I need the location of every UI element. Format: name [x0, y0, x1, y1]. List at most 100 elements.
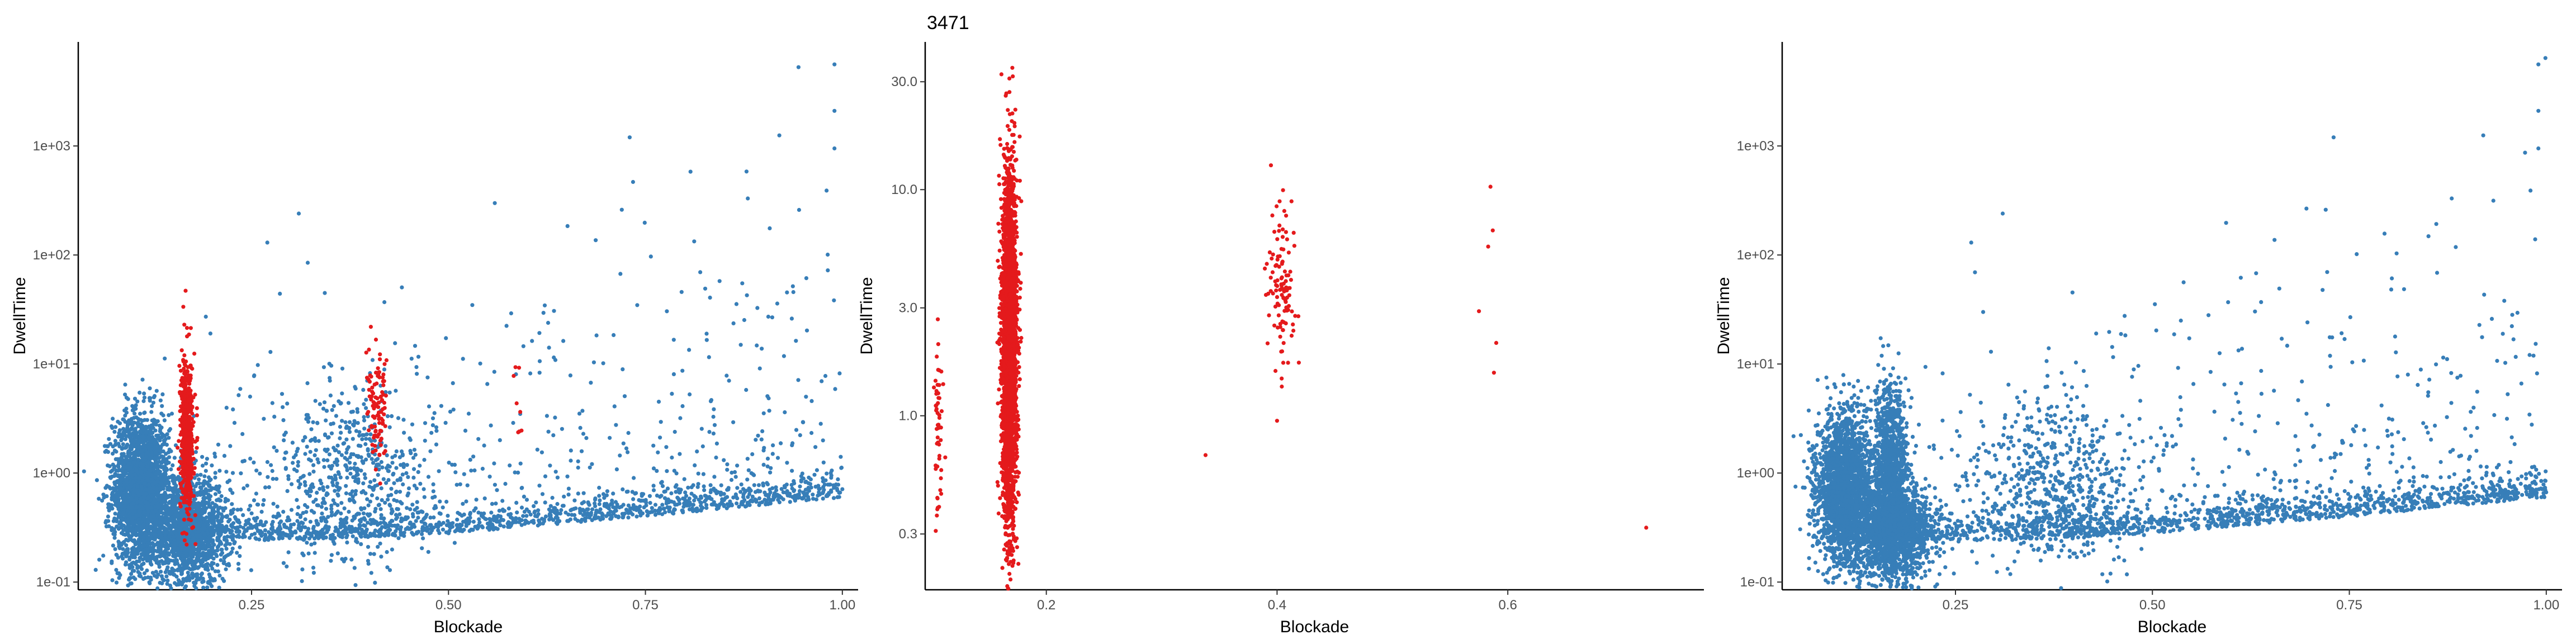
data-point: [626, 430, 631, 435]
data-point: [145, 506, 150, 511]
data-point: [210, 584, 214, 589]
data-point: [837, 495, 841, 499]
data-point: [590, 507, 595, 512]
data-point: [82, 469, 86, 473]
data-point: [804, 328, 809, 333]
data-point: [362, 427, 367, 431]
data-point: [377, 503, 382, 507]
data-point: [352, 423, 356, 428]
data-point: [692, 239, 697, 244]
data-point: [422, 487, 426, 491]
data-point: [336, 470, 340, 475]
data-point: [158, 524, 162, 529]
data-point: [798, 484, 802, 489]
data-point: [116, 419, 120, 424]
data-point: [337, 486, 341, 491]
data-point: [142, 481, 146, 486]
data-point: [809, 430, 814, 435]
data-point: [665, 309, 669, 314]
data-point: [228, 552, 233, 556]
data-point: [409, 357, 414, 361]
data-point: [132, 569, 136, 573]
data-point: [431, 489, 435, 494]
data-point: [121, 442, 125, 447]
data-point: [258, 471, 262, 476]
data-point: [311, 485, 315, 489]
data-point: [358, 444, 363, 448]
data-point: [110, 493, 115, 498]
data-point: [221, 508, 226, 513]
data-point: [325, 458, 330, 463]
data-point: [443, 420, 448, 425]
data-point: [216, 442, 221, 447]
data-point: [238, 545, 242, 550]
data-point: [203, 556, 207, 561]
data-point: [161, 500, 165, 504]
data-point: [101, 493, 106, 497]
data-point: [186, 575, 191, 580]
data-point: [140, 377, 145, 382]
data-point: [227, 479, 232, 483]
data-point: [731, 321, 736, 326]
data-point: [135, 484, 140, 489]
data-point: [344, 520, 349, 525]
data-point: [204, 461, 209, 466]
data-point: [372, 552, 376, 556]
data-point: [300, 551, 305, 556]
data-point: [537, 331, 542, 335]
data-point: [324, 506, 329, 511]
data-point: [361, 387, 366, 392]
data-point: [110, 526, 114, 531]
data-point: [125, 423, 130, 428]
data-point: [686, 485, 690, 490]
data-point: [418, 463, 422, 468]
data-point: [124, 477, 129, 481]
data-point: [410, 422, 415, 427]
data-point: [356, 480, 361, 484]
data-point: [192, 580, 196, 585]
data-point: [296, 505, 301, 510]
data-point: [679, 290, 684, 294]
data-point: [167, 413, 171, 418]
data-point: [379, 460, 383, 465]
data-point: [461, 501, 465, 506]
data-point: [415, 500, 419, 504]
data-point: [323, 291, 327, 295]
data-point: [410, 531, 414, 535]
data-point: [249, 568, 253, 572]
data-point: [733, 475, 738, 479]
data-point: [123, 413, 127, 418]
data-point: [318, 479, 323, 483]
data-point: [367, 437, 372, 442]
data-point: [207, 505, 212, 509]
data-point: [126, 397, 130, 401]
data-point: [150, 404, 154, 409]
data-point: [730, 470, 734, 475]
data-point: [164, 560, 169, 565]
data-point: [402, 430, 406, 435]
data-point: [704, 338, 709, 342]
data-point: [207, 550, 212, 555]
data-point: [318, 486, 322, 491]
data-point: [116, 501, 121, 505]
data-point: [809, 399, 814, 404]
data-point: [122, 465, 126, 470]
data-point: [671, 372, 676, 377]
data-point: [133, 427, 138, 431]
data-point: [164, 457, 169, 461]
data-point: [123, 518, 127, 523]
data-point: [155, 436, 160, 441]
data-point: [128, 534, 132, 539]
data-point: [141, 434, 145, 439]
data-point: [315, 490, 319, 495]
data-point: [761, 411, 766, 415]
data-point: [242, 486, 246, 491]
data-point: [363, 491, 368, 496]
data-point: [682, 477, 686, 481]
data-point: [321, 458, 326, 462]
data-point: [468, 457, 472, 462]
data-point: [221, 561, 226, 566]
data-point: [302, 435, 307, 439]
data-point: [115, 553, 119, 557]
